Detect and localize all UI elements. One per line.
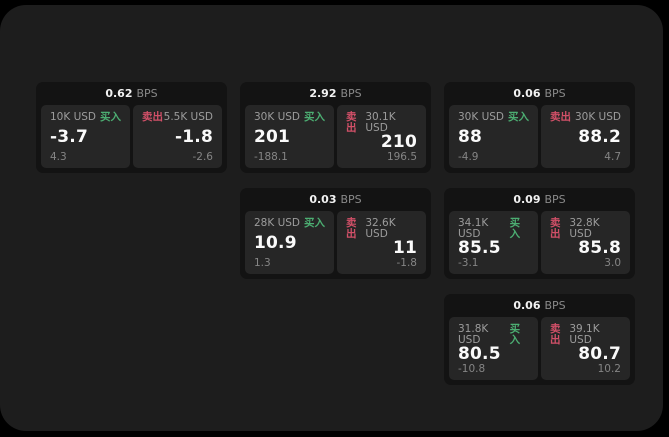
bps-value: 2.92 — [309, 86, 337, 100]
bps-header: 2.92 BPS — [240, 82, 431, 104]
buy-side-label: 买入 — [509, 217, 521, 240]
buy-panel[interactable]: 30K USD 买入 88 -4.9 — [449, 105, 538, 168]
bps-header: 0.62 BPS — [36, 82, 227, 104]
buy-price: 10.9 — [254, 232, 297, 253]
quote-card-4: 0.03 BPS 28K USD 买入 10.9 1.3 卖出 32.6K US… — [240, 188, 431, 279]
quote-cards-grid: 0.62 BPS 10K USD 买入 -3.7 4.3 卖出 5.5K USD — [36, 82, 635, 385]
bps-unit-label: BPS — [544, 86, 566, 100]
buy-size-label: 28K USD — [254, 217, 301, 229]
sell-size-label: 39.1K USD — [569, 323, 600, 346]
sell-price: 210 — [380, 131, 417, 152]
sell-size-label: 30K USD — [574, 111, 621, 123]
sell-change: -2.6 — [192, 150, 214, 163]
bps-header: 0.06 BPS — [444, 82, 635, 104]
buy-change: 4.3 — [50, 150, 67, 163]
buy-change: 1.3 — [254, 256, 271, 269]
bps-unit-label: BPS — [340, 192, 362, 206]
quote-card-2: 2.92 BPS 30K USD 买入 201 -188.1 卖出 30.1K … — [240, 82, 431, 173]
buy-price: -3.7 — [50, 126, 88, 147]
buy-price: 201 — [254, 126, 291, 147]
sell-panel[interactable]: 卖出 30.1K USD 210 196.5 — [337, 105, 426, 168]
sell-change: 10.2 — [597, 362, 621, 375]
buy-change: -188.1 — [254, 150, 288, 163]
buy-side-label: 买入 — [304, 111, 325, 123]
bps-value: 0.06 — [513, 86, 541, 100]
sell-price: 88.2 — [578, 126, 621, 147]
bps-header: 0.03 BPS — [240, 188, 431, 210]
bps-unit-label: BPS — [544, 192, 566, 206]
sell-side-label: 卖出 — [550, 217, 561, 240]
quote-card-3: 0.06 BPS 30K USD 买入 88 -4.9 卖出 30K USD — [444, 82, 635, 173]
sell-price: -1.8 — [175, 126, 213, 147]
buy-size-label: 34.1K USD — [458, 217, 489, 240]
sell-side-label: 卖出 — [142, 111, 163, 123]
bps-header: 0.06 BPS — [444, 294, 635, 316]
sell-price: 11 — [392, 237, 417, 258]
sell-price: 85.8 — [578, 237, 621, 258]
buy-change: -3.1 — [458, 256, 479, 269]
buy-side-label: 买入 — [508, 111, 529, 123]
quote-card-6: 0.06 BPS 31.8K USD 买入 80.5 -10.8 卖出 39.1… — [444, 294, 635, 385]
sell-size-label: 32.6K USD — [365, 217, 396, 240]
sell-size-label: 32.8K USD — [569, 217, 600, 240]
bps-unit-label: BPS — [340, 86, 362, 100]
buy-panel[interactable]: 31.8K USD 买入 80.5 -10.8 — [449, 317, 538, 380]
bps-value: 0.62 — [105, 86, 133, 100]
sell-side-label: 卖出 — [550, 323, 561, 346]
quote-card-5: 0.09 BPS 34.1K USD 买入 85.5 -3.1 卖出 32.8K… — [444, 188, 635, 279]
buy-side-label: 买入 — [304, 217, 325, 229]
buy-panel[interactable]: 10K USD 买入 -3.7 4.3 — [41, 105, 130, 168]
bps-value: 0.03 — [309, 192, 337, 206]
sell-panel[interactable]: 卖出 39.1K USD 80.7 10.2 — [541, 317, 630, 380]
bps-value: 0.09 — [513, 192, 541, 206]
buy-size-label: 10K USD — [50, 111, 97, 123]
sell-change: 4.7 — [604, 150, 621, 163]
bps-header: 0.09 BPS — [444, 188, 635, 210]
sell-panel[interactable]: 卖出 5.5K USD -1.8 -2.6 — [133, 105, 222, 168]
buy-panel[interactable]: 34.1K USD 买入 85.5 -3.1 — [449, 211, 538, 274]
sell-panel[interactable]: 卖出 32.6K USD 11 -1.8 — [337, 211, 426, 274]
buy-price: 85.5 — [458, 237, 501, 258]
sell-size-label: 30.1K USD — [365, 111, 396, 134]
buy-size-label: 31.8K USD — [458, 323, 489, 346]
sell-panel[interactable]: 卖出 30K USD 88.2 4.7 — [541, 105, 630, 168]
sell-side-label: 卖出 — [550, 111, 571, 123]
sell-panel[interactable]: 卖出 32.8K USD 85.8 3.0 — [541, 211, 630, 274]
bps-unit-label: BPS — [544, 298, 566, 312]
app-window: 0.62 BPS 10K USD 买入 -3.7 4.3 卖出 5.5K USD — [0, 5, 663, 431]
sell-change: 3.0 — [604, 256, 621, 269]
buy-panel[interactable]: 30K USD 买入 201 -188.1 — [245, 105, 334, 168]
sell-size-label: 5.5K USD — [163, 111, 213, 123]
buy-side-label: 买入 — [100, 111, 121, 123]
buy-panel[interactable]: 28K USD 买入 10.9 1.3 — [245, 211, 334, 274]
sell-change: 196.5 — [386, 150, 417, 163]
buy-side-label: 买入 — [509, 323, 521, 346]
bps-unit-label: BPS — [136, 86, 158, 100]
sell-side-label: 卖出 — [346, 111, 357, 134]
sell-side-label: 卖出 — [346, 217, 357, 240]
bps-value: 0.06 — [513, 298, 541, 312]
buy-change: -4.9 — [458, 150, 479, 163]
buy-change: -10.8 — [458, 362, 486, 375]
quote-card-1: 0.62 BPS 10K USD 买入 -3.7 4.3 卖出 5.5K USD — [36, 82, 227, 173]
buy-size-label: 30K USD — [458, 111, 505, 123]
buy-price: 88 — [458, 126, 483, 147]
buy-size-label: 30K USD — [254, 111, 301, 123]
buy-price: 80.5 — [458, 343, 501, 364]
sell-price: 80.7 — [578, 343, 621, 364]
sell-change: -1.8 — [396, 256, 418, 269]
